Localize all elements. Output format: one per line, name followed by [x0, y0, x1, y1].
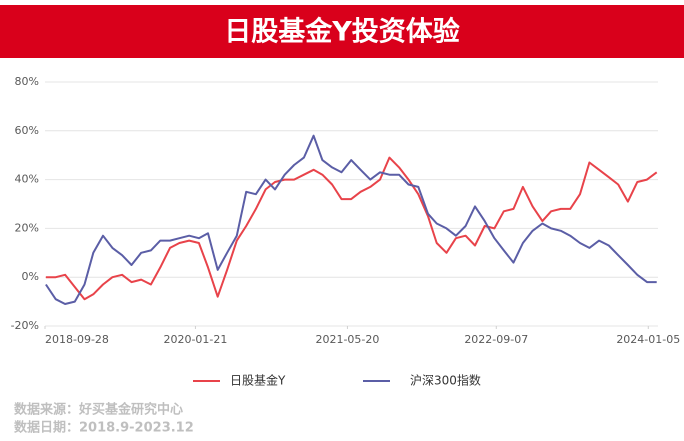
x-tick-label: 2022-09-07 [464, 333, 528, 346]
y-tick-label: 80% [15, 75, 39, 88]
series-line [45, 134, 657, 305]
x-tick-label: 2024-01-05 [616, 333, 680, 346]
y-tick-label: 40% [15, 173, 39, 186]
date-note: 数据日期：2018.9-2023.12 [14, 420, 194, 436]
y-tick-label: 20% [15, 221, 39, 234]
source-note: 数据来源：好买基金研究中心 [14, 402, 183, 418]
legend-label: 日股基金Y [230, 373, 286, 388]
title-banner [0, 5, 684, 58]
series-line [45, 156, 658, 301]
y-tick-label: 60% [15, 124, 39, 137]
x-tick-label: 2021-05-20 [315, 333, 379, 346]
x-tick-label: 2020-01-21 [163, 333, 227, 346]
y-tick-label: -20% [11, 319, 39, 332]
legend-label: 沪深300指数 [410, 373, 481, 388]
chart-title: 日股基金Y投资体验 [224, 16, 460, 48]
y-tick-label: 0% [22, 270, 39, 283]
x-tick-label: 2018-09-28 [45, 333, 109, 346]
